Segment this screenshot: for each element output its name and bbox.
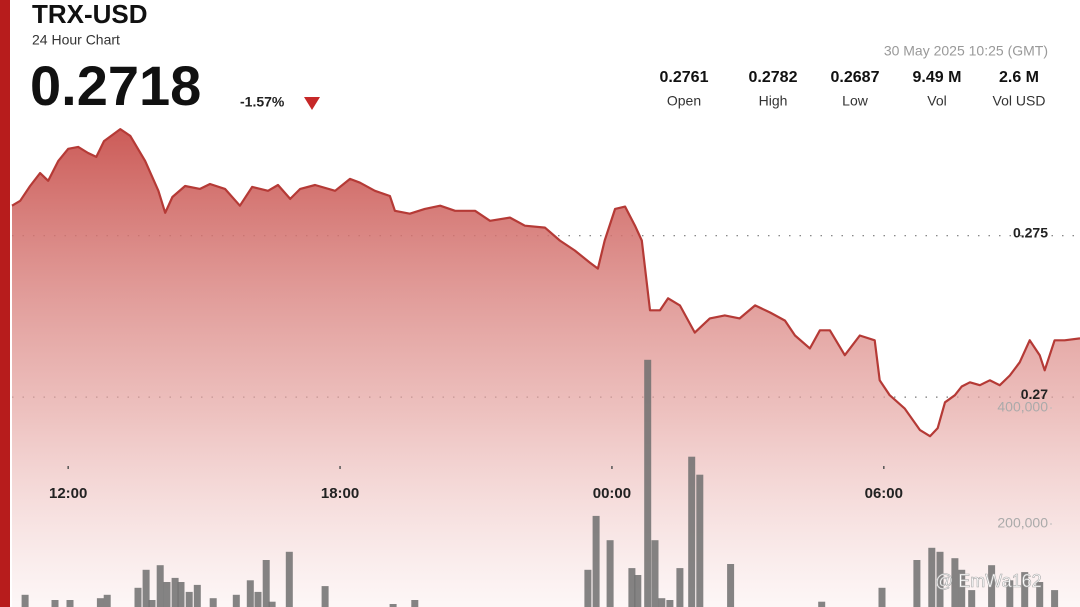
volume-bar — [96, 598, 104, 607]
stat-value: 9.49 M — [913, 69, 962, 86]
volume-bar — [727, 564, 735, 607]
volume-bar — [389, 604, 397, 607]
stat-label: Low — [842, 93, 869, 109]
volume-bar — [688, 456, 696, 607]
volume-bar — [156, 565, 164, 607]
volume-bar — [878, 587, 886, 607]
volume-bar — [134, 587, 142, 607]
volume-bar — [696, 474, 704, 607]
y2-tick-label: 400,000 — [997, 399, 1048, 415]
x-tick-label: 06:00 — [865, 485, 903, 502]
x-tick-label: 12:00 — [49, 485, 87, 502]
volume-bar — [958, 569, 966, 607]
volume-bar — [285, 551, 293, 607]
volume-bar — [177, 582, 185, 607]
price-area — [12, 129, 1080, 607]
y2-tick-label: 200,000 — [997, 515, 1048, 531]
volume-bar — [21, 594, 29, 607]
volume-bar — [51, 600, 59, 607]
volume-bar — [1036, 582, 1044, 607]
stat-label: Vol — [927, 93, 946, 109]
volume-bar — [185, 591, 193, 607]
price-line — [11, 128, 1080, 438]
volume-bar — [411, 600, 419, 607]
y-tick-label: 0.27 — [1021, 386, 1048, 402]
volume-bar — [658, 598, 666, 607]
volume-bar — [148, 600, 156, 607]
volume-bar — [592, 515, 600, 607]
volume-bar — [1006, 580, 1014, 607]
stat-value: 0.2782 — [749, 69, 798, 86]
volume-bar — [584, 569, 592, 607]
stat-value: 0.2761 — [660, 69, 709, 86]
stat-label: Open — [667, 93, 701, 109]
volume-bar — [246, 580, 254, 607]
volume-bar — [936, 551, 944, 607]
volume-bar — [951, 558, 959, 607]
volume-bar — [254, 591, 262, 607]
stat-value: 0.2687 — [831, 69, 880, 86]
volume-bar — [268, 601, 276, 607]
volume-bar — [676, 568, 684, 607]
plot: 0.27 0.275 200,000 400,000 12:00 18:00 00:00 06… — [11, 128, 1080, 607]
price: 0.2718 — [30, 54, 201, 117]
volume-bar — [666, 600, 674, 607]
volume-bar — [913, 560, 921, 607]
volume-bar — [171, 577, 179, 607]
volume-bar — [66, 600, 74, 607]
volume-bar — [928, 547, 936, 607]
volume-bar — [163, 582, 171, 607]
down-arrow — [304, 97, 320, 110]
stat-label: High — [759, 93, 788, 109]
change: -1.57% — [240, 94, 285, 110]
volume-bar — [103, 594, 111, 607]
volume-bar — [606, 540, 614, 607]
subtitle: 24 Hour Chart — [32, 32, 120, 48]
x-tick-label: 00:00 — [593, 485, 631, 502]
y-tick-label: 0.275 — [1013, 224, 1048, 240]
volume-bar — [628, 568, 636, 607]
volume-bar — [634, 575, 642, 607]
stats: 0.2761 Open 0.2782 High 0.2687 Low 9.49 M Vol 2.… — [660, 69, 1046, 108]
volume-bar — [262, 560, 270, 607]
volume-bar — [193, 584, 201, 607]
volume-bar — [209, 598, 217, 607]
volume-bar — [142, 569, 150, 607]
volume-bar — [968, 590, 976, 607]
volume-bar — [232, 594, 240, 607]
volume-bar — [988, 565, 996, 607]
watermark: @ EmWa162 — [935, 571, 1042, 591]
stat-label: Vol USD — [993, 93, 1046, 109]
volume-bar — [644, 359, 652, 607]
volume-bar — [1051, 590, 1059, 607]
volume-bar — [818, 601, 826, 607]
timestamp: 30 May 2025 10:25 (GMT) — [884, 43, 1048, 59]
volume-bar — [1021, 572, 1029, 607]
title: TRX-USD — [32, 0, 148, 29]
volume-bar — [651, 540, 659, 607]
x-tick-label: 18:00 — [321, 485, 359, 502]
accent-bar — [0, 0, 10, 607]
stat-value: 2.6 M — [999, 69, 1039, 86]
volume-bar — [321, 586, 329, 607]
